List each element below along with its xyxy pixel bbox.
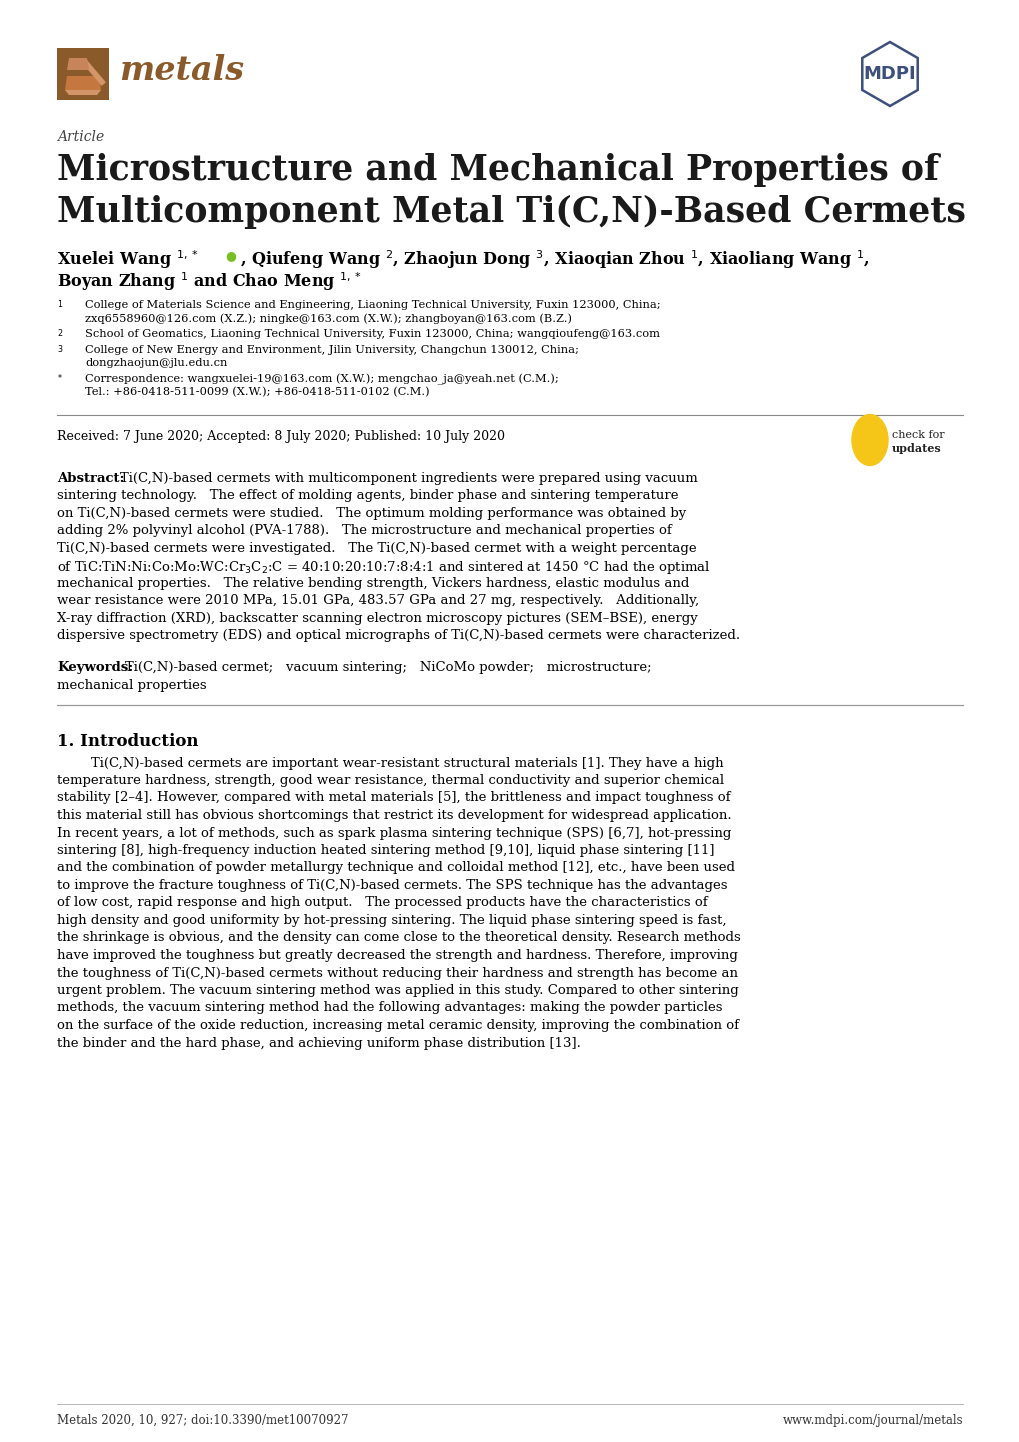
Text: $^{1}$: $^{1}$ (57, 300, 63, 310)
FancyBboxPatch shape (57, 48, 109, 99)
Text: on the surface of the oxide reduction, increasing metal ceramic density, improvi: on the surface of the oxide reduction, i… (57, 1019, 739, 1032)
Text: dongzhaojun@jlu.edu.cn: dongzhaojun@jlu.edu.cn (85, 358, 227, 368)
Text: stability [2–4]. However, compared with metal materials [5], the brittleness and: stability [2–4]. However, compared with … (57, 792, 730, 805)
Text: Received: 7 June 2020; Accepted: 8 July 2020; Published: 10 July 2020: Received: 7 June 2020; Accepted: 8 July … (57, 430, 504, 443)
Text: Ti(C,N)-based cermets with multicomponent ingredients were prepared using vacuum: Ti(C,N)-based cermets with multicomponen… (120, 472, 697, 485)
Text: dispersive spectrometry (EDS) and optical micrographs of Ti(C,N)-based cermets w: dispersive spectrometry (EDS) and optica… (57, 630, 740, 643)
Text: ●: ● (225, 249, 235, 262)
Text: X-ray diffraction (XRD), backscatter scanning electron microscopy pictures (SEM–: X-ray diffraction (XRD), backscatter sca… (57, 611, 697, 624)
Text: Xuelei Wang $^{1,*}$: Xuelei Wang $^{1,*}$ (57, 248, 198, 271)
Text: urgent problem. The vacuum sintering method was applied in this study. Compared : urgent problem. The vacuum sintering met… (57, 983, 738, 996)
Text: Keywords:: Keywords: (57, 660, 133, 673)
Text: $^{2}$: $^{2}$ (57, 329, 63, 339)
Text: to improve the fracture toughness of Ti(C,N)-based cermets. The SPS technique ha: to improve the fracture toughness of Ti(… (57, 880, 727, 893)
Text: check for: check for (892, 430, 944, 440)
Text: Microstructure and Mechanical Properties of: Microstructure and Mechanical Properties… (57, 153, 938, 187)
Text: the binder and the hard phase, and achieving uniform phase distribution [13].: the binder and the hard phase, and achie… (57, 1037, 580, 1050)
Text: on Ti(C,N)-based cermets were studied.   The optimum molding performance was obt: on Ti(C,N)-based cermets were studied. T… (57, 508, 686, 521)
Text: updates: updates (892, 443, 941, 454)
Text: Tel.: +86-0418-511-0099 (X.W.); +86-0418-511-0102 (C.M.): Tel.: +86-0418-511-0099 (X.W.); +86-0418… (85, 386, 429, 398)
Text: the shrinkage is obvious, and the density can come close to the theoretical dens: the shrinkage is obvious, and the densit… (57, 932, 740, 945)
Text: temperature hardness, strength, good wear resistance, thermal conductivity and s: temperature hardness, strength, good wea… (57, 774, 723, 787)
Text: , Qiufeng Wang $^{2}$, Zhaojun Dong $^{3}$, Xiaoqian Zhou $^{1}$, Xiaoliang Wang: , Qiufeng Wang $^{2}$, Zhaojun Dong $^{3… (239, 248, 869, 271)
Text: mechanical properties.   The relative bending strength, Vickers hardness, elasti: mechanical properties. The relative bend… (57, 577, 689, 590)
Text: 1. Introduction: 1. Introduction (57, 733, 199, 750)
Polygon shape (67, 58, 89, 71)
Text: Metals 2020, 10, 927; doi:10.3390/met10070927: Metals 2020, 10, 927; doi:10.3390/met100… (57, 1415, 348, 1428)
Text: of low cost, rapid response and high output.   The processed products have the c: of low cost, rapid response and high out… (57, 897, 707, 910)
Text: zxq6558960@126.com (X.Z.); ningke@163.com (X.W.); zhangboyan@163.com (B.Z.): zxq6558960@126.com (X.Z.); ningke@163.co… (85, 313, 572, 323)
Text: ✓: ✓ (865, 440, 878, 454)
Text: of TiC:TiN:Ni:Co:Mo:WC:Cr$_3$C$_2$:C = 40:10:20:10:7:8:4:1 and sintered at 1450 : of TiC:TiN:Ni:Co:Mo:WC:Cr$_3$C$_2$:C = 4… (57, 559, 710, 577)
Text: adding 2% polyvinyl alcohol (PVA-1788).   The microstructure and mechanical prop: adding 2% polyvinyl alcohol (PVA-1788). … (57, 525, 672, 538)
Text: www.mdpi.com/journal/metals: www.mdpi.com/journal/metals (782, 1415, 962, 1428)
Text: College of New Energy and Environment, Jilin University, Changchun 130012, China: College of New Energy and Environment, J… (85, 345, 579, 355)
Text: Ti(C,N)-based cermets were investigated.   The Ti(C,N)-based cermet with a weigh: Ti(C,N)-based cermets were investigated.… (57, 542, 696, 555)
Text: $^{3}$: $^{3}$ (57, 345, 63, 355)
Text: MDPI: MDPI (863, 65, 915, 84)
Text: Multicomponent Metal Ti(C,N)-Based Cermets: Multicomponent Metal Ti(C,N)-Based Cerme… (57, 195, 965, 229)
Polygon shape (65, 89, 101, 95)
Polygon shape (65, 76, 101, 89)
Text: and the combination of powder metallurgy technique and colloidal method [12], et: and the combination of powder metallurgy… (57, 861, 735, 874)
Text: Boyan Zhang $^{1}$ and Chao Meng $^{1,*}$: Boyan Zhang $^{1}$ and Chao Meng $^{1,*}… (57, 270, 362, 293)
Text: Article: Article (57, 130, 104, 144)
Text: high density and good uniformity by hot-pressing sintering. The liquid phase sin: high density and good uniformity by hot-… (57, 914, 726, 927)
Circle shape (851, 414, 888, 466)
Text: College of Materials Science and Engineering, Liaoning Technical University, Fux: College of Materials Science and Enginee… (85, 300, 660, 310)
Text: this material still has obvious shortcomings that restrict its development for w: this material still has obvious shortcom… (57, 809, 731, 822)
Text: In recent years, a lot of methods, such as spark plasma sintering technique (SPS: In recent years, a lot of methods, such … (57, 826, 731, 839)
Text: sintering technology.   The effect of molding agents, binder phase and sintering: sintering technology. The effect of mold… (57, 489, 678, 502)
Text: the toughness of Ti(C,N)-based cermets without reducing their hardness and stren: the toughness of Ti(C,N)-based cermets w… (57, 966, 738, 979)
Text: Ti(C,N)-based cermet;   vacuum sintering;   NiCoMo powder;   microstructure;: Ti(C,N)-based cermet; vacuum sintering; … (125, 660, 651, 673)
Text: Abstract:: Abstract: (57, 472, 124, 485)
Text: methods, the vacuum sintering method had the following advantages: making the po: methods, the vacuum sintering method had… (57, 1002, 721, 1015)
Text: $^{*}$: $^{*}$ (57, 373, 63, 384)
Text: Ti(C,N)-based cermets are important wear-resistant structural materials [1]. The: Ti(C,N)-based cermets are important wear… (57, 757, 722, 770)
Text: wear resistance were 2010 MPa, 15.01 GPa, 483.57 GPa and 27 mg, respectively.   : wear resistance were 2010 MPa, 15.01 GPa… (57, 594, 698, 607)
Text: sintering [8], high-frequency induction heated sintering method [9,10], liquid p: sintering [8], high-frequency induction … (57, 844, 713, 857)
Text: mechanical properties: mechanical properties (57, 679, 207, 692)
Text: metals: metals (119, 53, 244, 87)
Text: School of Geomatics, Liaoning Technical University, Fuxin 123000, China; wangqio: School of Geomatics, Liaoning Technical … (85, 329, 659, 339)
Text: have improved the toughness but greatly decreased the strength and hardness. The: have improved the toughness but greatly … (57, 949, 737, 962)
Text: Correspondence: wangxuelei-19@163.com (X.W.); mengchao_ja@yeah.net (C.M.);: Correspondence: wangxuelei-19@163.com (X… (85, 373, 558, 385)
